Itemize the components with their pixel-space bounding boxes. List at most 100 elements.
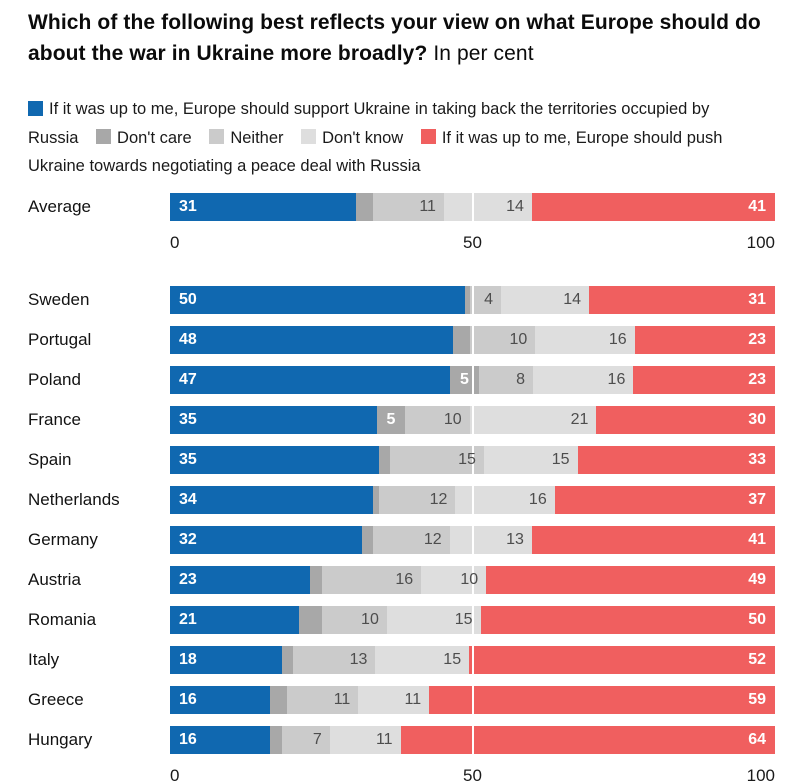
legend-label-support_ukraine: If it was up to me, Europe should suppor… <box>28 100 710 147</box>
bar-segment-dont_care <box>281 646 294 675</box>
bar-segment-dont_know: 16 <box>533 366 634 395</box>
bar-value-label: 33 <box>748 451 767 469</box>
legend-label-negotiate_peace: If it was up to me, Europe should push U… <box>28 128 723 176</box>
bar-segment-dont_know: 14 <box>443 193 532 222</box>
bar-value-label: 52 <box>748 651 767 669</box>
legend-item-dont_know: Don't know <box>301 129 403 147</box>
gridline-50 <box>471 646 474 675</box>
bar-value-label: 16 <box>607 371 626 389</box>
dont_know-swatch-icon <box>301 129 317 145</box>
bar-value-label: 10 <box>509 331 528 349</box>
bar-segment-dont_know: 14 <box>501 286 589 315</box>
bar-value-label: 64 <box>748 731 766 749</box>
bar-segment-support_ukraine: 23 <box>170 566 311 595</box>
x-tick-50: 50 <box>463 766 482 782</box>
gridline-50 <box>471 726 474 755</box>
bar-value-label: 12 <box>423 531 442 549</box>
bar-value-label: 34 <box>179 491 197 509</box>
bar-value-label: 11 <box>375 731 393 749</box>
title-unit-note: In per cent <box>433 41 534 65</box>
bar-segment-support_ukraine: 21 <box>170 606 299 635</box>
average-x-axis: 0 50 100 <box>170 233 775 255</box>
bar-segment-negotiate_peace: 64 <box>400 726 775 755</box>
bar-segment-neither: 7 <box>281 726 330 755</box>
legend-label-neither: Neither <box>230 128 284 147</box>
support_ukraine-swatch-icon <box>28 100 43 116</box>
bar-value-label: 11 <box>419 198 436 216</box>
bar-segment-support_ukraine: 16 <box>170 726 271 755</box>
bar-value-label: 41 <box>748 531 766 549</box>
bar-segment-support_ukraine: 47 <box>170 366 451 395</box>
bar-segment-dont_know: 15 <box>483 446 578 475</box>
gridline-50 <box>471 286 474 315</box>
bar-segment-dont_know: 21 <box>469 406 597 435</box>
bar-value-label: 47 <box>179 371 197 389</box>
bar-value-label: 59 <box>748 691 766 709</box>
bar-segment-negotiate_peace: 23 <box>633 366 775 395</box>
bar-segment-dont_know: 15 <box>386 606 481 635</box>
bar-segment-neither: 10 <box>405 406 470 435</box>
legend-item-neither: Neither <box>209 128 284 147</box>
bar-value-label: 32 <box>179 531 197 549</box>
bar-segment-dont_care <box>310 566 322 595</box>
bar-austria: 23 16 10 49 <box>170 566 775 595</box>
bar-netherlands: 34 12 16 37 <box>170 486 775 515</box>
bar-segment-dont_know: 16 <box>455 486 555 515</box>
bar-segment-dont_know: 11 <box>358 686 430 715</box>
bar-value-label: 14 <box>563 291 581 309</box>
gridline-50 <box>471 566 474 595</box>
bar-value-label: 12 <box>429 491 448 509</box>
bar-segment-dont_care <box>453 326 471 355</box>
bar-value-label: 10 <box>460 571 479 589</box>
gridline-50 <box>471 193 474 222</box>
row-label-france: France <box>28 410 81 430</box>
bar-value-label: 37 <box>748 491 766 509</box>
bar-value-label: 10 <box>361 611 379 629</box>
countries-x-axis: 0 50 100 <box>170 766 775 782</box>
bar-value-label: 23 <box>748 331 766 349</box>
row-label-austria: Austria <box>28 570 81 590</box>
bar-value-label: 16 <box>179 691 197 709</box>
bar-segment-negotiate_peace: 41 <box>531 526 775 555</box>
bar-segment-neither: 4 <box>470 286 502 315</box>
row-label-spain: Spain <box>28 450 72 470</box>
bar-value-label: 11 <box>404 691 422 709</box>
bar-segment-neither: 10 <box>470 326 536 355</box>
bar-segment-dont_know: 15 <box>375 646 470 675</box>
x-tick-100: 100 <box>746 766 775 782</box>
bar-segment-negotiate_peace: 33 <box>577 446 776 475</box>
x-tick-0: 0 <box>170 233 180 253</box>
legend-label-dont_know: Don't know <box>322 128 404 147</box>
page-title: Which of the following best reflects you… <box>28 8 775 69</box>
x-tick-50: 50 <box>463 233 482 253</box>
bar-value-label: 15 <box>458 451 476 469</box>
x-tick-0: 0 <box>170 766 180 782</box>
title-question: Which of the following best reflects you… <box>28 11 761 65</box>
bar-segment-support_ukraine: 48 <box>170 326 454 355</box>
bar-segment-negotiate_peace: 52 <box>469 646 776 675</box>
bar-segment-dont_care <box>270 686 288 715</box>
legend-item-dont_care: Don't care <box>96 129 192 147</box>
bar-germany: 32 12 13 41 <box>170 526 775 555</box>
bar-value-label: 8 <box>516 371 526 389</box>
bar-segment-neither: 10 <box>321 606 387 635</box>
row-label-hungary: Hungary <box>28 730 93 750</box>
gridline-50 <box>471 606 474 635</box>
bar-segment-dont_know: 11 <box>329 726 401 755</box>
bar-value-label: 23 <box>179 571 197 589</box>
x-tick-100: 100 <box>746 233 775 253</box>
bar-poland: 47 5 8 16 23 <box>170 366 775 395</box>
bar-segment-dont_care <box>298 606 322 635</box>
row-label-italy: Italy <box>28 650 60 670</box>
bar-greece: 16 11 11 59 <box>170 686 775 715</box>
chart-row-romania: Romania 21 10 15 50 <box>28 606 775 635</box>
chart-row-hungary: Hungary 16 7 11 64 <box>28 726 775 755</box>
bar-value-label: 16 <box>528 491 547 509</box>
bar-segment-dont_care <box>356 193 374 222</box>
row-label-romania: Romania <box>28 610 97 630</box>
bar-segment-neither: 16 <box>321 566 422 595</box>
average-section: Average 31 11 14 41 <box>28 193 775 222</box>
row-label-netherlands: Netherlands <box>28 490 120 510</box>
bar-segment-dont_know: 16 <box>535 326 635 355</box>
